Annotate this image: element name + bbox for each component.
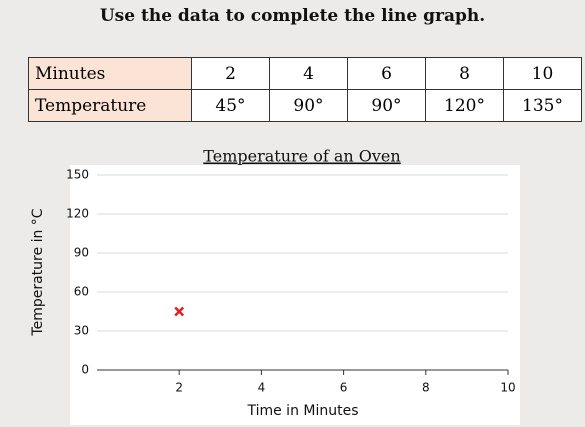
table-cell: 90° <box>347 89 426 122</box>
table-cell: 90° <box>269 89 348 122</box>
y-tick-label: 120 <box>66 207 89 221</box>
x-tick-label: 4 <box>258 381 266 395</box>
y-tick-label: 90 <box>74 246 89 260</box>
x-tick-label: 2 <box>175 381 183 395</box>
table-cell: 135° <box>503 89 582 122</box>
chart-title: Temperature of an Oven <box>203 147 400 166</box>
point-marker <box>174 306 185 317</box>
table-cell: 2 <box>191 57 270 90</box>
y-axis-label: Temperature in °C <box>30 208 46 336</box>
table-cell: 10 <box>503 57 582 90</box>
chart-background <box>70 165 520 425</box>
data-table: Minutes 2 4 6 8 10 Temperature 45° 90° 90° 120° 135… <box>28 57 582 122</box>
table-cell: 120° <box>425 89 504 122</box>
x-tick-label: 10 <box>500 381 515 395</box>
table-row: Temperature 45° 90° 90° 120° 135° <box>28 89 582 122</box>
y-tick-label: 0 <box>81 363 89 377</box>
y-tick-label: 60 <box>74 285 89 299</box>
y-tick-label: 150 <box>66 168 89 182</box>
x-tick-label: 8 <box>422 381 430 395</box>
x-axis-label: Time in Minutes <box>246 403 358 419</box>
row-header: Temperature <box>28 89 192 122</box>
table-cell: 6 <box>347 57 426 90</box>
table-cell: 8 <box>425 57 504 90</box>
x-tick-label: 6 <box>340 381 348 395</box>
table-cell: 45° <box>191 89 270 122</box>
y-tick-label: 30 <box>74 324 89 338</box>
page-title: Use the data to complete the line graph. <box>99 6 486 26</box>
table-row: Minutes 2 4 6 8 10 <box>28 57 582 90</box>
